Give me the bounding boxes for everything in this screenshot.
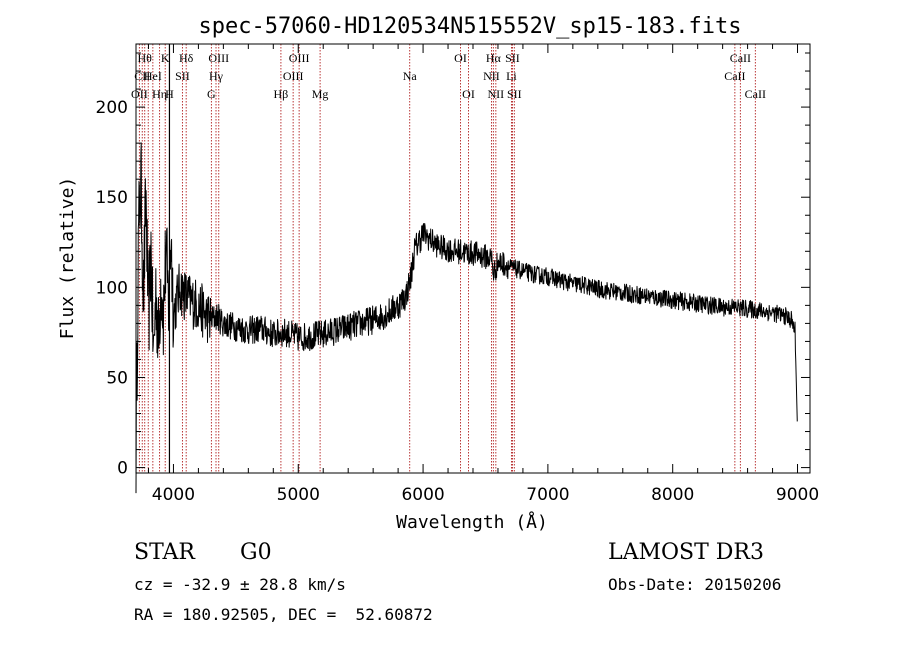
y-axis-ticks: 0 50 100 150 200 (96, 52, 810, 479)
x-tick-label: 9000 (776, 485, 819, 505)
line-markers (138, 44, 756, 473)
chart-title: spec-57060-HD120534N515552V_sp15-183.fit… (198, 14, 741, 39)
y-tick-label: 100 (96, 278, 128, 298)
line-label-16: Mg (312, 87, 329, 101)
line-labels: OIICIIHθHeIHηKHSIIHδGHγOIIIHβOIIIOIIIMgN… (131, 51, 766, 101)
x-tick-label: 5000 (277, 485, 320, 505)
object-class: STAR (134, 540, 195, 565)
x-axis-ticks: 4000 5000 6000 7000 8000 9000 (147, 44, 819, 505)
line-label-7: H (165, 87, 174, 101)
line-label-22: NII (488, 87, 505, 101)
y-tick-label: 150 (96, 188, 128, 208)
line-label-17: Na (403, 69, 418, 83)
line-label-23: Li (506, 69, 517, 83)
survey-name: LAMOST DR3 (608, 540, 764, 565)
line-label-12: OIII (208, 51, 229, 65)
x-tick-label: 4000 (152, 485, 195, 505)
line-label-24: SII (505, 51, 520, 65)
x-tick-label: 8000 (651, 485, 694, 505)
line-label-11: Hγ (209, 69, 224, 83)
line-label-6: K (161, 51, 170, 65)
line-label-20: NII (483, 69, 500, 83)
object-subclass: G0 (240, 540, 272, 565)
line-label-18: OI (454, 51, 467, 65)
line-label-2: Hθ (138, 51, 153, 65)
spectrum-line (135, 142, 798, 494)
line-label-14: OIII (283, 69, 304, 83)
line-label-10: G (207, 87, 216, 101)
line-label-9: Hδ (179, 51, 194, 65)
line-label-27: CaII (730, 51, 751, 65)
line-label-0: OII (131, 87, 148, 101)
line-label-25: SII (507, 87, 522, 101)
y-axis-label: Flux (relative) (57, 177, 78, 340)
line-label-28: CaII (745, 87, 766, 101)
y-tick-label: 0 (117, 459, 128, 479)
coordinates-text: RA = 180.92505, DEC = 52.60872 (134, 605, 433, 624)
redshift-text: cz = -32.9 ± 28.8 km/s (134, 575, 346, 594)
y-tick-label: 200 (96, 98, 128, 118)
line-label-15: OIII (289, 51, 310, 65)
obs-date-text: Obs-Date: 20150206 (608, 575, 782, 594)
line-label-1: CII (134, 69, 150, 83)
line-label-21: Hα (486, 51, 502, 65)
x-tick-label: 6000 (401, 485, 444, 505)
line-label-13: Hβ (274, 87, 289, 101)
line-label-19: OI (462, 87, 475, 101)
x-tick-label: 7000 (526, 485, 569, 505)
line-label-5: Hη (152, 87, 167, 101)
line-label-4: HeI (144, 69, 162, 83)
line-label-8: SII (175, 69, 190, 83)
x-axis-label: Wavelength (Å) (396, 511, 548, 533)
y-tick-label: 50 (106, 368, 128, 388)
line-label-26: CaII (724, 69, 745, 83)
